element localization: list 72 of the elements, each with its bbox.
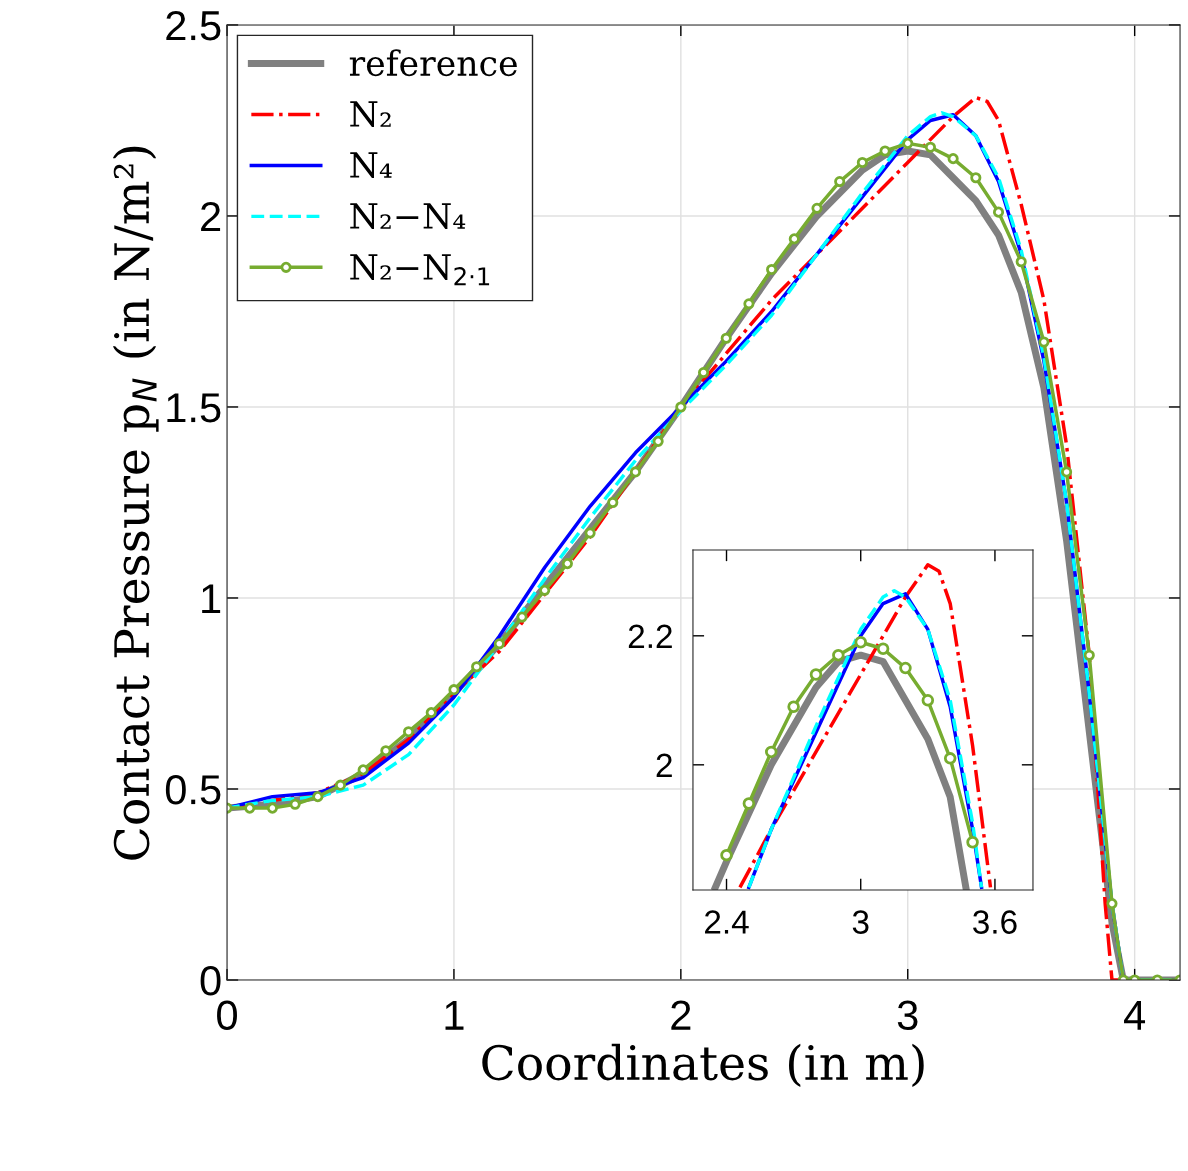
- point: [856, 156, 868, 169]
- point: [876, 642, 890, 655]
- point: [244, 802, 256, 814]
- point: [380, 745, 392, 757]
- point: [787, 700, 800, 714]
- point: [312, 791, 324, 803]
- x-axis-title: Coordinates (in m): [482, 1043, 924, 1088]
- x-tick-label: 3.6: [973, 910, 1017, 934]
- point: [425, 707, 437, 719]
- legend-label: N₂−N₄: [350, 203, 466, 230]
- point: [1106, 898, 1118, 910]
- point: [607, 496, 619, 509]
- point: [403, 726, 415, 738]
- point: [561, 558, 573, 570]
- y-axis-title: Contact Pressure p$_{N}$ (in N/m²): [112, 146, 159, 860]
- point: [811, 202, 823, 214]
- legend-label: reference: [349, 49, 517, 77]
- point: [966, 835, 979, 849]
- point: [834, 176, 846, 188]
- y-tick-label: 1: [202, 584, 221, 614]
- point: [652, 435, 664, 447]
- point: [899, 661, 912, 675]
- point: [1015, 256, 1027, 268]
- x-tick-label: 3: [897, 1000, 918, 1031]
- point: [720, 332, 732, 344]
- point: [854, 636, 867, 649]
- y-tick-label: 2.5: [166, 10, 221, 41]
- x-tick-label: 1: [445, 1000, 464, 1030]
- point: [766, 263, 778, 275]
- point: [471, 661, 483, 673]
- point: [584, 527, 596, 539]
- point: [947, 153, 959, 165]
- y-tick-label: 0.5: [165, 775, 221, 805]
- point: [992, 206, 1005, 218]
- point: [1061, 466, 1073, 478]
- point: [516, 611, 528, 623]
- point: [742, 797, 756, 810]
- legend-label: N₄: [350, 152, 392, 179]
- y-tick-label: 2: [201, 201, 221, 232]
- x-tick-label: 4: [1124, 1000, 1146, 1030]
- legend-label: N₂: [350, 101, 391, 128]
- point: [924, 141, 936, 153]
- point: [357, 764, 369, 776]
- point: [539, 584, 551, 596]
- point: [970, 172, 982, 184]
- point: [788, 233, 800, 245]
- y-tick-label: 0: [200, 966, 221, 996]
- point: [493, 638, 505, 650]
- y-tick-label: 2.2: [628, 624, 672, 648]
- point: [675, 401, 687, 413]
- x-tick-label: 2: [671, 1000, 691, 1030]
- point: [720, 848, 733, 862]
- point: [334, 779, 347, 791]
- point: [921, 694, 935, 707]
- point: [448, 684, 460, 696]
- point: [266, 802, 278, 814]
- point: [697, 367, 710, 379]
- x-tick-label: 3: [852, 910, 869, 934]
- point: [902, 137, 914, 149]
- point: [879, 145, 891, 157]
- point: [832, 648, 845, 662]
- legend-label: N₂−N$_{2·1}$: [350, 254, 490, 286]
- point: [289, 798, 301, 810]
- x-tick-label: 2.4: [705, 910, 749, 934]
- point: [743, 298, 755, 310]
- point: [1038, 336, 1050, 348]
- point: [765, 745, 778, 759]
- point: [943, 752, 957, 765]
- point: [809, 668, 823, 681]
- y-tick-label: 1.5: [167, 393, 221, 423]
- point: [629, 466, 642, 478]
- point: [1083, 649, 1095, 661]
